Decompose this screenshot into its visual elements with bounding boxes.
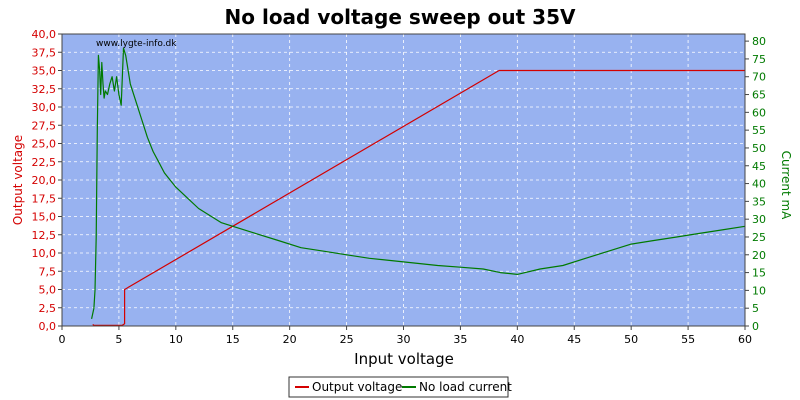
y-right-tick-label: 15 xyxy=(752,267,766,280)
y-left-tick-label: 37,5 xyxy=(32,46,57,59)
y-left-tick-label: 35,0 xyxy=(32,65,57,78)
y-axis-left-label: Output voltage xyxy=(11,135,25,225)
legend: Output voltage No load current xyxy=(288,376,512,398)
y-left-tick-label: 25,0 xyxy=(32,138,57,151)
tick-labels: 0 5 10 15 20 25 30 35 40 45 50 55 600,02,55,07,510,0… xyxy=(32,28,767,346)
series-layer xyxy=(91,47,746,326)
y-left-tick-label: 40,0 xyxy=(32,28,57,41)
y-right-tick-label: 0 xyxy=(752,320,759,333)
x-tick-label: 40 xyxy=(510,333,524,346)
y-left-tick-label: 32,5 xyxy=(32,83,57,96)
x-tick-label: 35 xyxy=(453,333,467,346)
x-tick-label: 60 xyxy=(738,333,752,346)
y-right-tick-label: 30 xyxy=(752,213,766,226)
y-right-tick-label: 20 xyxy=(752,249,766,262)
x-tick-label: 0 xyxy=(59,333,66,346)
chart-title: No load voltage sweep out 35V xyxy=(225,5,576,29)
grid xyxy=(62,34,745,326)
y-left-tick-label: 17,5 xyxy=(32,192,57,205)
y-left-tick-label: 5,0 xyxy=(39,284,57,297)
y-right-tick-label: 65 xyxy=(752,89,766,102)
y-left-tick-label: 2,5 xyxy=(39,302,57,315)
legend-label-output-voltage: Output voltage xyxy=(312,380,402,394)
x-tick-label: 50 xyxy=(624,333,638,346)
y-left-tick-label: 30,0 xyxy=(32,101,57,114)
watermark: www.lygte-info.dk xyxy=(96,39,177,49)
x-tick-label: 20 xyxy=(283,333,297,346)
y-axis-right-label: Current mA xyxy=(779,151,793,221)
y-right-tick-label: 40 xyxy=(752,178,766,191)
y-left-tick-label: 0,0 xyxy=(39,320,57,333)
y-right-tick-label: 5 xyxy=(752,302,759,315)
x-tick-label: 10 xyxy=(169,333,183,346)
y-left-tick-label: 10,0 xyxy=(32,247,57,260)
y-right-tick-label: 35 xyxy=(752,195,766,208)
series-line-no-load-current xyxy=(91,47,746,320)
y-right-tick-label: 50 xyxy=(752,142,766,155)
x-tick-label: 45 xyxy=(567,333,581,346)
y-left-tick-label: 27,5 xyxy=(32,119,57,132)
y-right-tick-label: 70 xyxy=(752,71,766,84)
y-left-tick-label: 22,5 xyxy=(32,156,57,169)
y-right-tick-label: 55 xyxy=(752,124,766,137)
legend-box xyxy=(288,376,509,398)
y-right-tick-label: 10 xyxy=(752,284,766,297)
legend-label-no-load-current: No load current xyxy=(419,380,512,394)
y-left-tick-label: 7,5 xyxy=(39,265,57,278)
x-tick-label: 5 xyxy=(115,333,122,346)
y-right-tick-label: 60 xyxy=(752,106,766,119)
x-tick-label: 30 xyxy=(397,333,411,346)
x-axis-label: Input voltage xyxy=(354,350,454,368)
y-left-tick-label: 20,0 xyxy=(32,174,57,187)
x-tick-label: 25 xyxy=(340,333,354,346)
y-left-tick-label: 12,5 xyxy=(32,229,57,242)
x-tick-label: 15 xyxy=(226,333,240,346)
series-line-output-voltage xyxy=(92,69,745,326)
y-right-tick-label: 45 xyxy=(752,160,766,173)
y-right-tick-label: 75 xyxy=(752,53,766,66)
y-left-tick-label: 15,0 xyxy=(32,211,57,224)
x-tick-label: 55 xyxy=(681,333,695,346)
y-right-tick-label: 25 xyxy=(752,231,766,244)
axes xyxy=(58,33,749,330)
y-right-tick-label: 80 xyxy=(752,35,766,48)
